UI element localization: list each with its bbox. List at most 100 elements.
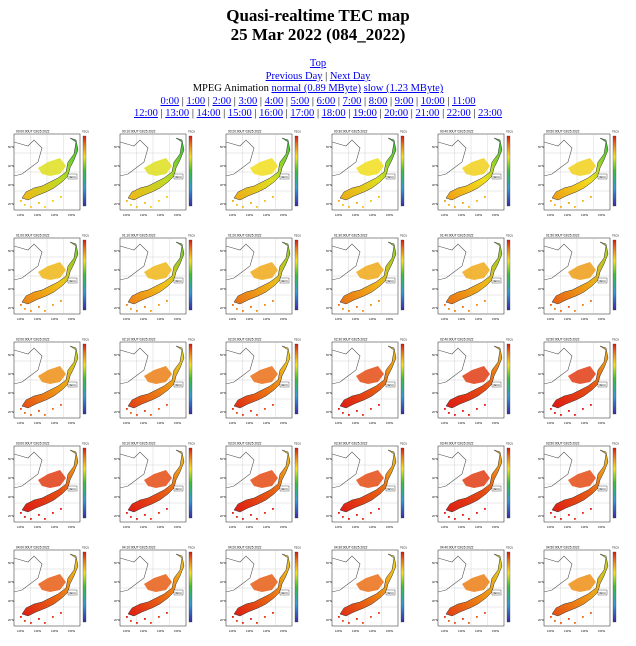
hour-link-8-00[interactable]: 8:00 [368,95,388,107]
legend-box-label: 0ECU [281,384,288,387]
hour-link-17-00[interactable]: 17:00 [290,108,315,120]
previous-day-link[interactable]: Previous Day [265,70,323,82]
next-day-link[interactable]: Next Day [329,70,371,82]
longitude-label: 140°E [475,421,482,425]
hour-separator: | [309,95,317,107]
legend-box-label: 0ECU [281,176,288,179]
tec-map-thumbnail[interactable]: 0ECU 04:40:00UT 03/25 2022 TECU 50°N 40°N 30°… [432,544,518,640]
tec-map-image: 0ECU 01:30:00UT 03/25 2022 TECU 50°N 40°N 30°… [326,234,407,322]
hour-link-9-00[interactable]: 9:00 [394,95,414,107]
tec-map-thumbnail[interactable]: 0ECU 03:20:00UT 03/25 2022 TECU 50°N 40°N 30°… [220,440,306,536]
hour-link-11-00[interactable]: 11:00 [452,95,476,107]
mpeg-normal-link[interactable]: normal (0.89 MByte) [271,83,362,95]
tec-map-thumbnail[interactable]: 0ECU 03:10:00UT 03/25 2022 TECU 50°N 40°N 30°… [114,440,200,536]
latitude-label: 30°N [432,599,438,603]
tec-map-thumbnail[interactable]: 0ECU 00:40:00UT 03/25 2022 TECU 50°N 40°N 30°… [432,128,518,224]
hour-link-7-00[interactable]: 7:00 [342,95,362,107]
hour-link-23-00[interactable]: 23:00 [478,108,502,120]
hour-link-14-00[interactable]: 14:00 [196,108,221,120]
longitude-label: 150°E [492,525,499,529]
longitude-label: 150°E [598,213,605,217]
tec-map-thumbnail[interactable]: 0ECU 02:40:00UT 03/25 2022 TECU 50°N 40°N 30°… [432,336,518,432]
tec-map-thumbnail[interactable]: 0ECU 00:50:00UT 03/25 2022 TECU 50°N 40°N 30°… [538,128,624,224]
hour-link-0-00[interactable]: 0:00 [160,95,180,107]
hour-link-18-00[interactable]: 18:00 [321,108,346,120]
tec-map-thumbnail[interactable]: 0ECU 02:10:00UT 03/25 2022 TECU 50°N 40°N 30°… [114,336,200,432]
tec-map-thumbnail[interactable]: 0ECU 01:50:00UT 03/25 2022 TECU 50°N 40°N 30°… [538,232,624,328]
tec-map-thumbnail[interactable]: 0ECU 00:20:00UT 03/25 2022 TECU 50°N 40°N 30°… [220,128,306,224]
hour-link-12-00[interactable]: 12:00 [133,108,158,120]
tec-map-thumbnail[interactable]: 0ECU 03:40:00UT 03/25 2022 TECU 50°N 40°N 30°… [432,440,518,536]
legend-box-label: 0ECU [599,176,606,179]
tec-map-thumbnail[interactable]: 0ECU 01:40:00UT 03/25 2022 TECU 50°N 40°N 30°… [432,232,518,328]
hour-link-20-00[interactable]: 20:00 [384,108,409,120]
hour-link-22-00[interactable]: 22:00 [446,108,471,120]
colorbar-unit-label: TECU [612,442,619,446]
tec-map-thumbnail[interactable]: 0ECU 04:20:00UT 03/25 2022 TECU 50°N 40°N 30°… [220,544,306,640]
latitude-label: 20°N [220,202,226,206]
mpeg-slow-link[interactable]: slow (1.23 MByte) [363,83,444,95]
latitude-label: 20°N [220,306,226,310]
latitude-label: 40°N [114,372,120,376]
tec-map-thumbnail[interactable]: 0ECU 02:30:00UT 03/25 2022 TECU 50°N 40°N 30°… [326,336,412,432]
hour-link-21-00[interactable]: 21:00 [415,108,440,120]
legend-box-label: 0ECU [599,488,606,491]
hour-link-2-00[interactable]: 2:00 [212,95,232,107]
hour-link-6-00[interactable]: 6:00 [316,95,336,107]
top-link[interactable]: Top [309,58,327,69]
longitude-label: 140°E [157,213,164,217]
tec-map-thumbnail[interactable]: 0ECU 00:10:00UT 03/25 2022 TECU 50°N 40°N 30°… [114,128,200,224]
hour-link-16-00[interactable]: 16:00 [259,108,284,120]
tec-map-thumbnail[interactable]: 0ECU 01:10:00UT 03/25 2022 TECU 50°N 40°N 30°… [114,232,200,328]
tec-map-thumbnail[interactable]: 0ECU 02:00:00UT 03/25 2022 TECU 50°N 40°N 30°… [8,336,94,432]
tec-map-thumbnail[interactable]: 0ECU 03:00:00UT 03/25 2022 TECU 50°N 40°N 30°… [8,440,94,536]
tec-map-thumbnail[interactable]: 0ECU 01:00:00UT 03/25 2022 TECU 50°N 40°N 30°… [8,232,94,328]
tec-map-image: 0ECU 02:50:00UT 03/25 2022 TECU 50°N 40°N 30°… [538,338,619,426]
longitude-label: 130°E [352,421,359,425]
latitude-label: 50°N [220,457,226,461]
longitude-label: 140°E [263,421,270,425]
tec-map-thumbnail[interactable]: 0ECU 04:30:00UT 03/25 2022 TECU 50°N 40°N 30°… [326,544,412,640]
hour-link-4-00[interactable]: 4:00 [264,95,284,107]
hour-separator: | [189,108,197,120]
legend-box-label: 0ECU [493,176,500,179]
map-time-label: 01:50:00UT 03/25 2022 [546,234,580,238]
map-time-label: 00:10:00UT 03/25 2022 [122,130,156,134]
tec-map-thumbnail[interactable]: 0ECU 00:00:00UT 03/25 2022 TECU 50°N 40°N 30°… [8,128,94,224]
longitude-label: 120°E [441,421,448,425]
latitude-label: 20°N [326,514,332,518]
longitude-label: 150°E [492,317,499,321]
hour-link-5-00[interactable]: 5:00 [290,95,310,107]
tec-map-image: 0ECU 02:00:00UT 03/25 2022 TECU 50°N 40°N 30°… [8,338,89,426]
hour-link-3-00[interactable]: 3:00 [238,95,258,107]
latitude-label: 20°N [8,306,14,310]
tec-map-thumbnail[interactable]: 0ECU 04:50:00UT 03/25 2022 TECU 50°N 40°N 30°… [538,544,624,640]
hour-link-1-00[interactable]: 1:00 [186,95,206,107]
colorbar-unit-label: TECU [82,130,89,134]
hour-separator: | [387,95,395,107]
tec-map-thumbnail[interactable]: 0ECU 02:20:00UT 03/25 2022 TECU 50°N 40°N 30°… [220,336,306,432]
longitude-label: 130°E [564,317,571,321]
hour-link-13-00[interactable]: 13:00 [165,108,190,120]
latitude-label: 20°N [538,202,544,206]
latitude-label: 30°N [538,495,544,499]
tec-map-thumbnail[interactable]: 0ECU 03:50:00UT 03/25 2022 TECU 50°N 40°N 30°… [538,440,624,536]
hour-link-19-00[interactable]: 19:00 [352,108,377,120]
longitude-label: 130°E [246,317,253,321]
tec-map-thumbnail[interactable]: 0ECU 00:30:00UT 03/25 2022 TECU 50°N 40°N 30°… [326,128,412,224]
longitude-label: 150°E [386,629,393,633]
tec-map-thumbnail[interactable]: 0ECU 03:30:00UT 03/25 2022 TECU 50°N 40°N 30°… [326,440,412,536]
tec-map-thumbnail[interactable]: 0ECU 04:10:00UT 03/25 2022 TECU 50°N 40°N 30°… [114,544,200,640]
longitude-label: 130°E [140,213,147,217]
mpeg-label: MPEG Animation [192,83,269,95]
tec-map-thumbnail[interactable]: 0ECU 01:30:00UT 03/25 2022 TECU 50°N 40°N 30°… [326,232,412,328]
longitude-label: 140°E [157,629,164,633]
longitude-label: 150°E [598,317,605,321]
hour-link-10-00[interactable]: 10:00 [420,95,445,107]
tec-map-thumbnail[interactable]: 0ECU 04:00:00UT 03/25 2022 TECU 50°N 40°N 30°… [8,544,94,640]
hour-link-15-00[interactable]: 15:00 [227,108,252,120]
longitude-label: 120°E [547,629,554,633]
tec-map-thumbnail[interactable]: 0ECU 01:20:00UT 03/25 2022 TECU 50°N 40°N 30°… [220,232,306,328]
tec-map-image: 0ECU 03:50:00UT 03/25 2022 TECU 50°N 40°N 30°… [538,442,619,530]
tec-map-thumbnail[interactable]: 0ECU 02:50:00UT 03/25 2022 TECU 50°N 40°N 30°… [538,336,624,432]
